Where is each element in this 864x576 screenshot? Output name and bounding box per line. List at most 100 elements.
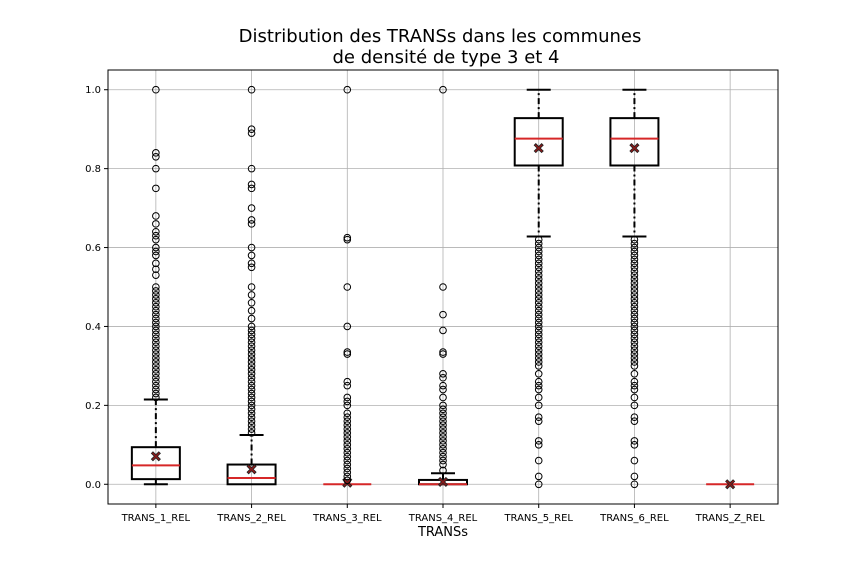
outlier-point <box>152 338 160 347</box>
outlier-point <box>247 354 256 362</box>
outlier-point <box>343 441 352 449</box>
outlier-point <box>247 417 256 425</box>
outlier-point <box>152 393 160 402</box>
outlier-point <box>534 338 543 347</box>
outlier-point <box>247 204 256 212</box>
box-group <box>513 88 564 238</box>
outlier-point <box>343 85 352 94</box>
outlier-point <box>247 370 256 378</box>
outlier-point <box>247 129 256 137</box>
outlier-point <box>630 362 639 370</box>
y-tick-label: 1.0 <box>85 85 101 96</box>
outlier-point <box>439 452 447 461</box>
outlier-point <box>247 393 256 402</box>
outlier-point <box>152 389 160 398</box>
outlier-point <box>247 405 256 414</box>
outlier-point <box>630 302 639 311</box>
outlier-point <box>630 318 639 327</box>
outlier-point <box>343 322 352 331</box>
outlier-point <box>343 425 352 433</box>
outlier-point <box>534 279 543 287</box>
outlier-point <box>343 472 352 481</box>
mean-marker <box>342 477 353 488</box>
outlier-point <box>439 348 447 356</box>
outlier-point <box>439 393 447 402</box>
outlier-point <box>152 291 160 299</box>
chart-title-line-1: Distribution des TRANSs dans les commune… <box>239 26 642 47</box>
mean-marker <box>533 143 544 154</box>
outlier-point <box>343 464 352 473</box>
outlier-point <box>630 287 639 295</box>
outlier-point <box>439 466 447 475</box>
outlier-point <box>534 441 543 449</box>
outlier-point <box>152 149 160 157</box>
y-tick-label: 0.2 <box>85 401 101 412</box>
boxes <box>130 88 755 490</box>
plot-area-frame <box>107 69 779 505</box>
outlier-point <box>534 298 543 307</box>
outlier-point <box>439 381 447 390</box>
outlier-point <box>247 243 256 252</box>
outlier-point <box>247 164 256 173</box>
outlier-point <box>534 251 543 260</box>
outlier-point <box>439 417 447 425</box>
outlier-point <box>247 409 256 418</box>
outlier-point <box>534 275 543 283</box>
outlier-point <box>630 342 639 350</box>
outlier-point <box>152 310 160 319</box>
outlier-point <box>630 267 639 276</box>
outlier-point <box>534 437 543 445</box>
outlier-point <box>439 448 447 457</box>
box-group <box>418 472 468 487</box>
outlier-point <box>439 350 447 358</box>
outlier-point <box>343 235 352 244</box>
outlier-point <box>630 417 639 425</box>
outlier-point <box>152 265 160 274</box>
outlier-point <box>534 295 543 303</box>
outlier-point <box>630 358 639 366</box>
outlier-point <box>534 255 543 264</box>
outlier-point <box>630 283 639 291</box>
outlier-point <box>630 381 639 390</box>
outlier-point <box>630 259 639 268</box>
outlier-point <box>152 164 160 173</box>
outlier-point <box>247 322 256 331</box>
outlier-point <box>630 322 639 331</box>
outlier-point <box>152 322 160 331</box>
outlier-point <box>630 251 639 260</box>
outlier-point <box>439 433 447 441</box>
outlier-point <box>534 235 543 244</box>
outlier-point <box>534 259 543 268</box>
outlier-point <box>152 227 160 236</box>
outlier-point <box>152 306 160 315</box>
outlier-point <box>630 437 639 445</box>
outlier-point <box>152 370 160 378</box>
outlier-point <box>630 235 639 244</box>
iqr-box <box>130 446 181 481</box>
outlier-point <box>247 263 256 272</box>
outlier-point <box>439 421 447 429</box>
iqr-box <box>226 463 277 486</box>
outlier-point <box>534 291 543 299</box>
outlier-point <box>630 271 639 279</box>
outlier-point <box>343 401 352 410</box>
outlier-point <box>247 125 256 133</box>
mean-marker <box>725 479 736 490</box>
outlier-point <box>534 480 543 489</box>
outlier-point <box>630 310 639 319</box>
outlier-point <box>152 283 160 291</box>
outlier-point <box>534 417 543 425</box>
outlier-point <box>630 338 639 347</box>
outlier-point <box>152 334 160 343</box>
outlier-point <box>247 180 256 189</box>
outlier-point <box>534 330 543 339</box>
outlier-point <box>630 291 639 299</box>
x-tick-label: TRANS_5_REL <box>503 513 573 524</box>
x-tick-label: TRANS_Z_REL <box>695 513 765 524</box>
outlier-point <box>343 456 352 465</box>
outlier-point <box>439 444 447 453</box>
outlier-point <box>630 480 639 489</box>
outlier-point <box>630 306 639 315</box>
x-tick-label: TRANS_2_REL <box>216 513 286 524</box>
outlier-point <box>247 413 256 422</box>
